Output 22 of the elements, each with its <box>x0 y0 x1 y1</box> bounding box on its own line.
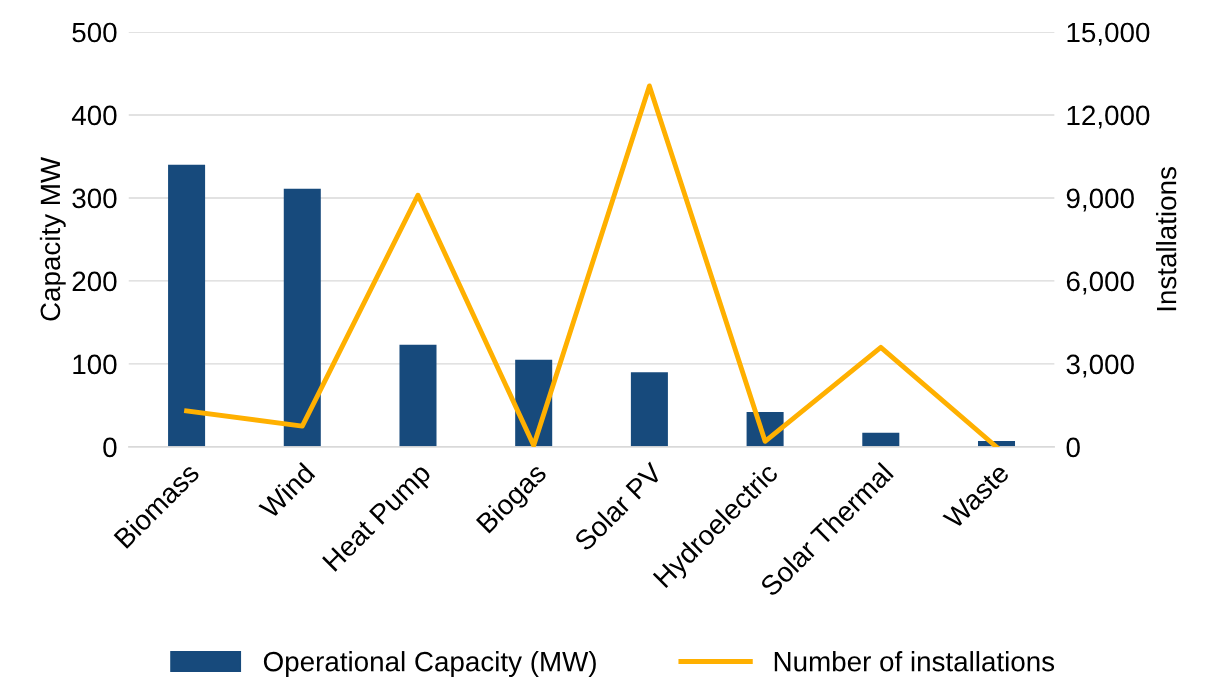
bar <box>283 188 321 447</box>
line-series <box>184 83 999 447</box>
y2-tick-label: 15,000 <box>1067 22 1150 46</box>
y-tick-label: 400 <box>71 105 117 126</box>
y-tick-label: 300 <box>72 188 117 209</box>
y2-tick-label: 12,000 <box>1067 105 1150 129</box>
legend-label: Number of installations <box>774 651 1055 672</box>
y-axis-title: Capacity MW <box>39 156 66 321</box>
y2-axis-title: Installations <box>1155 167 1177 311</box>
legend-label: Operational Capacity (MW) <box>263 651 596 677</box>
bar <box>168 164 206 447</box>
y-tick-label: 0 <box>103 437 117 458</box>
y-tick-label: 100 <box>73 354 117 375</box>
y2-tick-label: 6,000 <box>1066 271 1134 295</box>
y2-tick-label: 3,000 <box>1066 354 1134 378</box>
y-tick-label: 200 <box>72 271 117 292</box>
bar <box>630 372 668 447</box>
y2-tick-label: 9,000 <box>1066 188 1134 212</box>
bar <box>862 432 900 447</box>
bar <box>399 344 437 447</box>
y2-tick-label: 0 <box>1066 437 1080 458</box>
y-tick-label: 500 <box>72 22 117 43</box>
